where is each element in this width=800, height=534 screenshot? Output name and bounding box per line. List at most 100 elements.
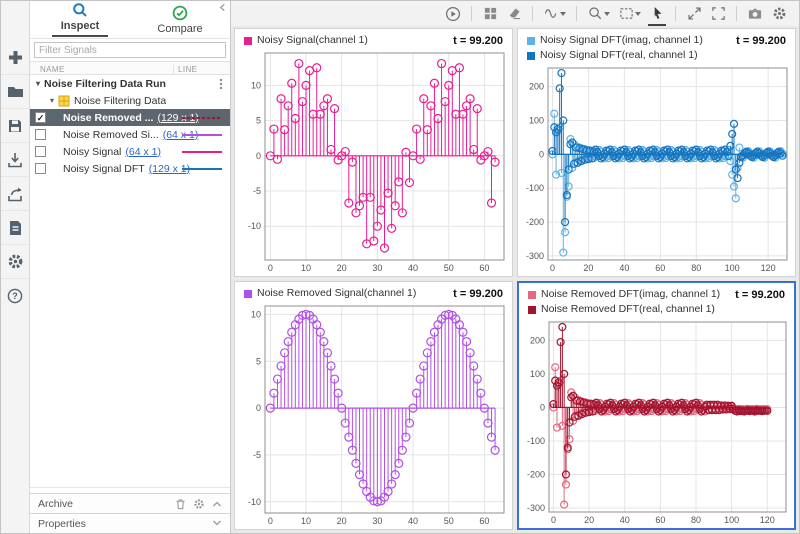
legend-entry: Noise Removed DFT(real, channel 1) <box>528 303 720 316</box>
playback-button[interactable] <box>441 3 465 25</box>
chevron-down-icon <box>213 520 221 525</box>
svg-text:80: 80 <box>691 263 701 273</box>
svg-text:100: 100 <box>529 115 544 125</box>
archive-section-header[interactable]: Archive <box>30 493 230 513</box>
svg-text:60: 60 <box>655 263 665 273</box>
plot-settings-button[interactable] <box>767 3 791 25</box>
archive-collapse-button[interactable] <box>212 500 222 508</box>
cursor-time-value: t = 99.200 <box>736 35 786 47</box>
svg-text:120: 120 <box>760 515 775 525</box>
signal-dims-link[interactable]: (129 x 1) <box>157 111 199 124</box>
plot-grid: Noisy Signal(channel 1) t = 99.200 0 10 20… <box>231 26 799 533</box>
new-button[interactable] <box>1 41 29 75</box>
legend-swatch <box>244 289 252 298</box>
archive-trash-button[interactable] <box>175 498 186 510</box>
noise-removed-signal-chart[interactable]: 0 10 20 30 40 50 60 -10 -5 0 5 10 <box>235 300 512 529</box>
toolbar-separator <box>532 6 533 21</box>
legend-swatch <box>527 51 535 60</box>
properties-expand-button[interactable] <box>212 518 222 530</box>
eraser-icon <box>509 8 520 20</box>
clear-plots-button[interactable] <box>502 3 526 25</box>
signal-dims-link[interactable]: (64 x 1) <box>162 128 199 141</box>
archive-settings-button[interactable] <box>193 498 205 510</box>
question-circle-icon: ? <box>7 288 23 304</box>
layout-button[interactable] <box>478 3 502 25</box>
caret-down-icon[interactable]: ▾ <box>50 96 55 105</box>
svg-text:0: 0 <box>551 515 556 525</box>
svg-text:0: 0 <box>256 403 261 413</box>
caret-down-icon <box>634 11 641 16</box>
signal-checkbox[interactable]: ✓ <box>35 112 46 123</box>
collapse-sidebar-button[interactable] <box>218 3 227 15</box>
properties-section-header[interactable]: Properties <box>30 513 230 533</box>
open-button[interactable] <box>1 75 29 109</box>
signal-line-swatch <box>182 168 222 170</box>
noisy-signal-dft-chart[interactable]: 0 20 40 60 80 100 120 -300 -200 -100 0 100 200 <box>518 62 795 276</box>
filter-signals-input[interactable] <box>34 42 226 58</box>
run-row[interactable]: ▾ Noise Filtering Data Run <box>30 75 230 92</box>
svg-text:30: 30 <box>372 516 382 526</box>
import-button[interactable] <box>1 143 29 177</box>
plus-icon <box>8 51 22 64</box>
signal-style-button[interactable] <box>539 3 570 25</box>
svg-text:0: 0 <box>539 149 544 159</box>
legend-entry: Noisy Signal DFT(real, channel 1) <box>527 49 703 62</box>
legend-label: Noisy Signal(channel 1) <box>257 34 368 46</box>
caret-down-icon[interactable]: ▾ <box>36 79 41 88</box>
tab-compare[interactable]: Compare <box>130 1 230 38</box>
svg-text:0: 0 <box>256 151 261 161</box>
svg-text:20: 20 <box>584 515 594 525</box>
zoom-menu-button[interactable] <box>583 3 614 25</box>
noise-removed-dft-chart[interactable]: 0 20 40 60 80 100 120 -300 -200 -100 0 100 200 <box>519 316 794 528</box>
svg-text:5: 5 <box>256 356 261 366</box>
report-button[interactable] <box>1 211 29 245</box>
sidebar-spacer <box>30 177 230 487</box>
signal-group-row[interactable]: ▾ Noise Filtering Data <box>30 92 230 109</box>
save-button[interactable] <box>1 109 29 143</box>
fullscreen-brackets-icon <box>711 7 725 20</box>
toolbar-separator <box>675 6 676 21</box>
export-button[interactable] <box>1 177 29 211</box>
svg-text:20: 20 <box>583 263 593 273</box>
signal-checkbox[interactable] <box>35 163 46 174</box>
column-header-name: NAME <box>40 65 65 74</box>
svg-text:60: 60 <box>479 516 489 526</box>
signal-checkbox[interactable] <box>35 129 46 140</box>
signal-dims-link[interactable]: (64 x 1) <box>125 145 161 158</box>
legend-label: Noise Removed DFT(imag, channel 1) <box>541 288 721 300</box>
plot-panel-noisy-signal-dft[interactable]: Noisy Signal DFT(imag, channel 1) Noisy … <box>517 28 796 277</box>
noisy-signal-chart[interactable]: 0 10 20 30 40 50 60 -10 -5 0 5 10 <box>235 47 512 276</box>
plot-panel-noise-removed-dft[interactable]: Noise Removed DFT(imag, channel 1) Noise… <box>517 281 796 530</box>
plot-panel-noisy-signal[interactable]: Noisy Signal(channel 1) t = 99.200 0 10 20… <box>234 28 513 277</box>
run-menu-button[interactable] <box>219 78 223 93</box>
signal-line-swatch <box>182 151 222 153</box>
signal-row-noise-removed-signal[interactable]: Noise Removed Si... (64 x 1) <box>30 126 230 143</box>
fit-to-view-button[interactable] <box>614 3 645 25</box>
signal-dims-link[interactable]: (129 x 1) <box>148 162 191 175</box>
preferences-button[interactable] <box>1 245 29 279</box>
legend-entry: Noise Removed Signal(channel 1) <box>244 287 416 300</box>
fullscreen-button[interactable] <box>706 3 730 25</box>
svg-text:-5: -5 <box>253 450 261 460</box>
help-button[interactable]: ? <box>1 279 29 313</box>
tab-inspect-label: Inspect <box>60 20 100 32</box>
signal-row-noise-removed-dft[interactable]: ✓ Noise Removed ... (129 x 1) <box>30 109 230 126</box>
signal-row-noisy-signal[interactable]: Noisy Signal (64 x 1) <box>30 143 230 160</box>
pointer-tool-button[interactable] <box>645 3 669 26</box>
signal-checkbox[interactable] <box>35 146 46 157</box>
svg-text:0: 0 <box>540 402 545 412</box>
pan-expand-button[interactable] <box>682 3 706 25</box>
tab-inspect[interactable]: Inspect <box>30 1 130 38</box>
svg-text:-10: -10 <box>248 221 261 231</box>
plot-panel-noise-removed-signal[interactable]: Noise Removed Signal(channel 1) t = 99.2… <box>234 281 513 530</box>
toolbar-separator <box>736 6 737 21</box>
document-icon <box>9 220 21 235</box>
snapshot-button[interactable] <box>743 3 767 25</box>
caret-down-icon <box>603 11 610 16</box>
signal-row-noisy-signal-dft[interactable]: Noisy Signal DFT (129 x 1) <box>30 160 230 177</box>
sidebar-divider <box>30 487 230 488</box>
signal-name: Noise Removed Si... <box>63 128 159 141</box>
svg-text:-300: -300 <box>526 251 544 261</box>
svg-text:40: 40 <box>408 263 418 273</box>
tab-active-underline <box>52 35 108 37</box>
